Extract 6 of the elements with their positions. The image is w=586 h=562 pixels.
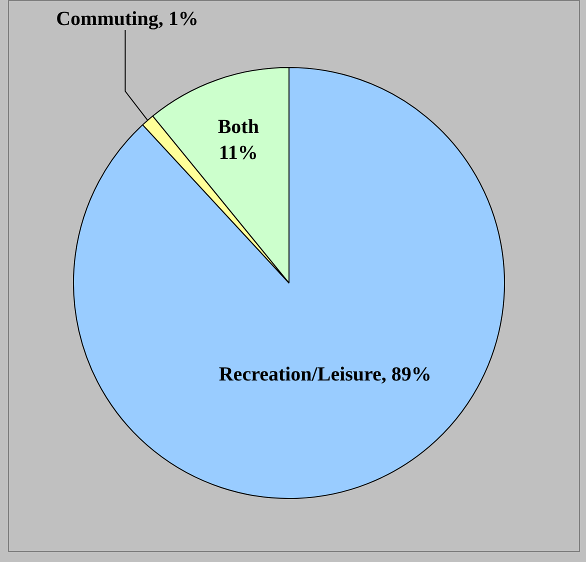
slice-label: Commuting <box>56 8 158 30</box>
data-label: , 1% <box>158 8 198 30</box>
data-label: , 89% <box>381 363 432 386</box>
slice-label: Recreation/Leisure <box>218 363 382 386</box>
slice-label: Both <box>218 116 259 138</box>
data-label: 11% <box>218 142 258 164</box>
